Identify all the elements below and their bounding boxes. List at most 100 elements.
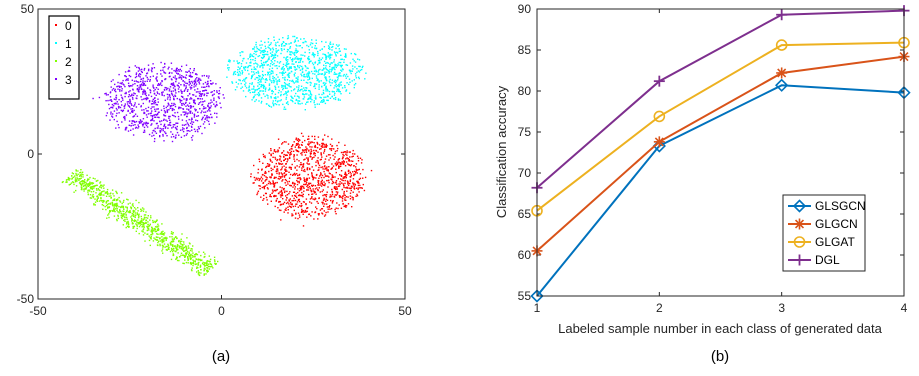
scatter-point: [170, 90, 172, 92]
scatter-point: [306, 87, 308, 89]
scatter-point: [176, 256, 178, 258]
scatter-point: [171, 109, 174, 112]
scatter-point: [132, 98, 134, 100]
scatter-point: [138, 214, 140, 217]
scatter-point: [150, 69, 153, 71]
scatter-point: [297, 212, 300, 214]
scatter-point: [138, 74, 140, 76]
scatter-point: [247, 69, 249, 72]
scatter-point: [156, 219, 158, 222]
scatter-point: [180, 252, 183, 254]
scatter-point: [328, 47, 330, 50]
scatter-point: [314, 188, 317, 190]
scatter-point: [344, 53, 347, 55]
scatter-point: [202, 83, 205, 85]
scatter-point: [180, 89, 182, 91]
scatter-point: [274, 56, 277, 59]
scatter-point: [269, 78, 271, 81]
scatter-point: [159, 130, 161, 132]
scatter-point: [128, 70, 131, 72]
scatter-legend-label: 0: [65, 19, 72, 33]
scatter-point: [184, 250, 186, 252]
scatter-point: [156, 233, 158, 235]
scatter-point: [270, 153, 272, 155]
scatter-point: [83, 181, 86, 184]
scatter-point: [192, 245, 194, 247]
scatter-point: [259, 65, 261, 67]
scatter-point: [169, 95, 171, 97]
scatter-point: [165, 126, 167, 128]
scatter-point: [158, 240, 160, 242]
scatter-point: [271, 81, 273, 84]
scatter-point: [297, 50, 299, 52]
scatter-point: [116, 208, 118, 210]
scatter-point: [178, 77, 180, 79]
scatter-point: [286, 74, 289, 76]
scatter-point: [338, 204, 340, 206]
scatter-point: [122, 83, 124, 85]
scatter-point: [336, 51, 338, 53]
scatter-point: [306, 101, 308, 103]
scatter-point: [261, 51, 263, 53]
scatter-point: [184, 102, 187, 104]
scatter-point: [291, 182, 294, 185]
scatter-point: [297, 140, 300, 143]
scatter-point: [340, 165, 342, 167]
scatter-point: [255, 51, 257, 53]
scatter-point: [179, 242, 181, 244]
scatter-point: [192, 252, 194, 254]
scatter-point: [331, 67, 333, 69]
scatter-point: [73, 183, 75, 186]
scatter-point: [149, 219, 151, 221]
scatter-point: [333, 158, 335, 160]
scatter-point: [319, 175, 321, 177]
scatter-point: [123, 219, 125, 222]
scatter-point: [321, 48, 323, 50]
scatter-point: [349, 81, 351, 83]
scatter-point: [254, 62, 257, 64]
scatter-point: [197, 259, 199, 261]
scatter-point: [159, 83, 161, 86]
scatter-point: [270, 148, 272, 150]
scatter-point: [326, 99, 328, 101]
scatter-point: [142, 84, 144, 87]
scatter-point: [322, 143, 325, 145]
scatter-point: [309, 167, 311, 170]
scatter-point: [183, 81, 186, 83]
scatter-point: [181, 124, 184, 126]
scatter-point: [339, 61, 342, 64]
scatter-point: [325, 65, 327, 67]
scatter-point: [285, 163, 287, 165]
scatter-point: [266, 177, 268, 179]
scatter-point: [186, 98, 188, 100]
scatter-point: [258, 179, 260, 182]
scatter-point: [191, 248, 193, 250]
scatter-point: [292, 214, 294, 216]
scatter-point: [308, 163, 311, 165]
scatter-point: [266, 64, 268, 66]
scatter-point: [136, 227, 138, 230]
scatter-point: [333, 182, 335, 184]
scatter-point: [300, 152, 302, 155]
scatter-point: [128, 124, 130, 126]
scatter-point: [336, 161, 338, 163]
line-series-dgl: [531, 5, 910, 194]
scatter-point: [89, 181, 91, 183]
scatter-point: [281, 49, 283, 52]
scatter-point: [78, 182, 81, 184]
scatter-point: [274, 182, 276, 185]
scatter-point: [245, 82, 247, 84]
scatter-point: [198, 261, 200, 264]
scatter-point: [279, 194, 282, 196]
scatter-point: [344, 197, 346, 199]
scatter-point: [156, 108, 158, 110]
scatter-point: [276, 80, 278, 82]
scatter-point: [83, 183, 85, 185]
scatter-point: [268, 68, 271, 70]
scatter-point: [285, 195, 287, 197]
scatter-point: [101, 191, 103, 193]
scatter-point: [305, 146, 307, 148]
scatter-point: [176, 122, 178, 124]
scatter-point: [196, 129, 199, 131]
scatter-point: [142, 77, 144, 80]
